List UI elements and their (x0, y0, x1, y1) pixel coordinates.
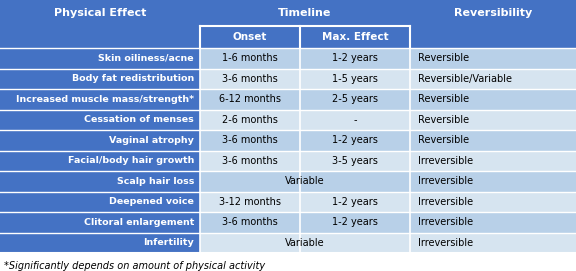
Bar (0, 130, 200, 150)
Text: Increased muscle mass/strength*: Increased muscle mass/strength* (16, 95, 194, 104)
Bar (200, 192, 300, 212)
Text: Variable: Variable (285, 176, 325, 186)
Text: 3-6 months: 3-6 months (222, 74, 278, 84)
Bar (0, 171, 200, 192)
Text: 2-6 months: 2-6 months (222, 115, 278, 125)
Bar (200, 130, 300, 150)
Bar (300, 212, 410, 233)
Bar (0, 48, 200, 69)
Text: Irreversible: Irreversible (418, 156, 473, 166)
Text: 3-6 months: 3-6 months (222, 156, 278, 166)
Bar (410, 89, 576, 109)
Bar (410, 233, 576, 253)
Bar (410, 171, 576, 192)
Bar (300, 89, 410, 109)
Text: Reversible: Reversible (418, 135, 469, 145)
Text: Skin oiliness/acne: Skin oiliness/acne (98, 54, 194, 63)
Text: 6-12 months: 6-12 months (219, 94, 281, 104)
Text: Facial/body hair growth: Facial/body hair growth (67, 156, 194, 165)
Text: 1-2 years: 1-2 years (332, 197, 378, 207)
Text: Cessation of menses: Cessation of menses (84, 115, 194, 124)
Bar (300, 48, 410, 69)
Text: Variable: Variable (285, 238, 325, 248)
Bar (410, 109, 576, 130)
Bar (410, 130, 576, 150)
Bar (0, 26, 200, 48)
Text: Reversible: Reversible (418, 53, 469, 63)
Text: Reversible: Reversible (418, 94, 469, 104)
Bar (410, 150, 576, 171)
Bar (0, 109, 200, 130)
Text: Onset: Onset (233, 32, 267, 42)
Bar (0, 212, 200, 233)
Text: Reversibility: Reversibility (454, 8, 532, 18)
Text: Irreversible: Irreversible (418, 238, 473, 248)
Bar (410, 69, 576, 89)
Bar (0, 233, 200, 253)
Bar (410, 192, 576, 212)
Text: Vaginal atrophy: Vaginal atrophy (109, 136, 194, 145)
Text: Body fat redistribution: Body fat redistribution (72, 74, 194, 83)
Text: Physical Effect: Physical Effect (54, 8, 146, 18)
Text: 1-2 years: 1-2 years (332, 53, 378, 63)
Text: 3-6 months: 3-6 months (222, 217, 278, 227)
Bar (200, 69, 300, 89)
Text: Max. Effect: Max. Effect (321, 32, 388, 42)
Bar (200, 109, 300, 130)
Bar (200, 233, 410, 253)
Text: Clitoral enlargement: Clitoral enlargement (84, 218, 194, 227)
Text: 3-6 months: 3-6 months (222, 135, 278, 145)
Text: Irreversible: Irreversible (418, 217, 473, 227)
Bar (300, 69, 410, 89)
Text: 3-12 months: 3-12 months (219, 197, 281, 207)
Bar (200, 171, 410, 192)
Bar (410, 48, 576, 69)
Bar (410, 26, 576, 48)
Bar (0, 150, 200, 171)
Bar (410, 212, 576, 233)
Bar (200, 150, 300, 171)
Bar (0, 69, 200, 89)
Bar (200, 26, 300, 48)
Bar (0, 89, 200, 109)
Text: -: - (353, 115, 357, 125)
Text: 1-6 months: 1-6 months (222, 53, 278, 63)
Bar (200, 212, 300, 233)
Bar (300, 109, 410, 130)
Bar (300, 26, 410, 48)
Bar (300, 192, 410, 212)
Text: Infertility: Infertility (143, 238, 194, 247)
Text: Irreversible: Irreversible (418, 176, 473, 186)
Bar (200, 89, 300, 109)
Bar (300, 150, 410, 171)
Text: 1-2 years: 1-2 years (332, 217, 378, 227)
Text: 2-5 years: 2-5 years (332, 94, 378, 104)
Bar (200, 48, 300, 69)
Text: Deepened voice: Deepened voice (109, 197, 194, 206)
Text: 3-5 years: 3-5 years (332, 156, 378, 166)
Bar (0, 0, 576, 26)
Text: Reversible/Variable: Reversible/Variable (418, 74, 512, 84)
Bar (300, 130, 410, 150)
Text: *Significantly depends on amount of physical activity: *Significantly depends on amount of phys… (4, 261, 265, 271)
Text: Irreversible: Irreversible (418, 197, 473, 207)
Text: Scalp hair loss: Scalp hair loss (116, 177, 194, 186)
Text: 1-5 years: 1-5 years (332, 74, 378, 84)
Text: 1-2 years: 1-2 years (332, 135, 378, 145)
Bar (0, 192, 200, 212)
Text: Timeline: Timeline (278, 8, 332, 18)
Text: Reversible: Reversible (418, 115, 469, 125)
